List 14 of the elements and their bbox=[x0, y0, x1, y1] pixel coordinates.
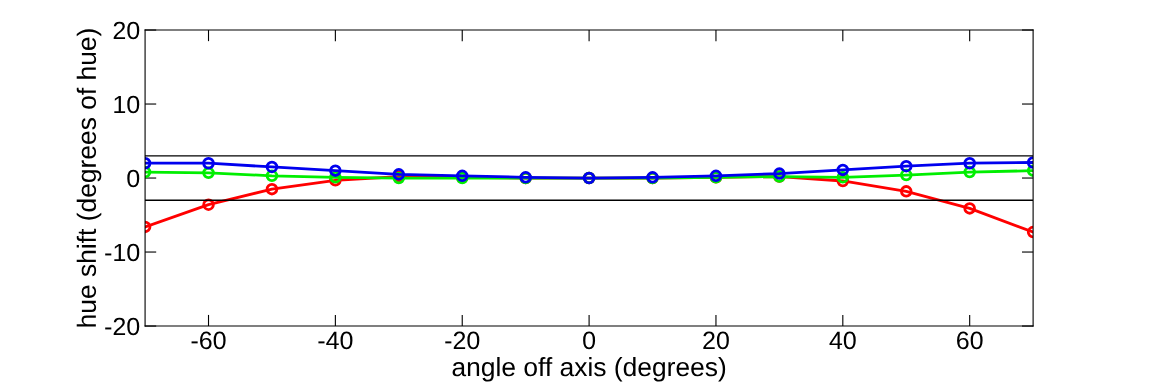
x-axis-title: angle off axis (degrees) bbox=[452, 356, 726, 382]
x-tick-label: 40 bbox=[829, 331, 856, 350]
x-tick-label: -60 bbox=[191, 331, 226, 350]
x-tick-label: 0 bbox=[583, 331, 596, 350]
y-tick-label: 20 bbox=[113, 21, 140, 40]
y-tick-label: -20 bbox=[105, 317, 140, 336]
y-axis-title: hue shift (degrees of hue) bbox=[76, 29, 102, 327]
y-tick-label: 10 bbox=[114, 95, 140, 114]
x-tick-label: 20 bbox=[703, 331, 729, 350]
y-tick-label: -10 bbox=[105, 243, 140, 262]
x-tick-label: 60 bbox=[957, 331, 983, 350]
y-tick-label: 0 bbox=[127, 169, 140, 188]
x-tick-label: -20 bbox=[445, 331, 480, 350]
x-tick-label: -40 bbox=[318, 331, 353, 350]
